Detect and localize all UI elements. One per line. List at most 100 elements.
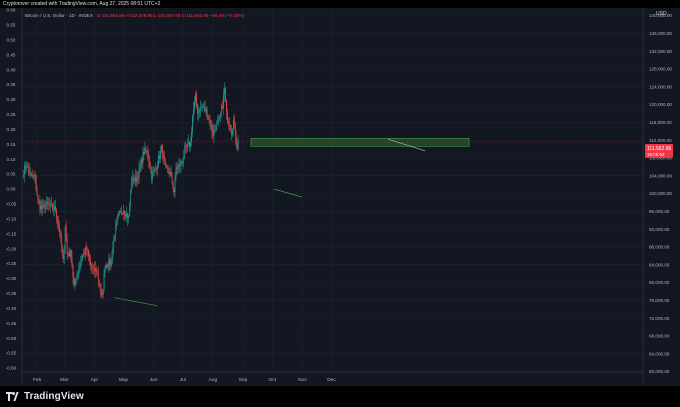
- candle-body: [130, 182, 132, 192]
- candle-body: [178, 163, 180, 166]
- left-tick-label: 0.05: [7, 172, 16, 177]
- chart-canvas[interactable]: 0.60 0.55 0.50 0.45 0.40 0.35 0.30 0.25 0.20 0.15…: [0, 8, 680, 386]
- candle-body: [91, 264, 92, 267]
- candle-body: [177, 165, 179, 170]
- candle-body: [88, 250, 89, 256]
- candle-body: [184, 147, 186, 157]
- left-tick-label: 0.35: [7, 82, 16, 87]
- candle-body: [116, 221, 118, 226]
- candle-body: [173, 188, 175, 193]
- candle-body: [180, 161, 182, 166]
- candle-body: [205, 109, 207, 112]
- left-tick-label: -0.20: [6, 246, 17, 251]
- candle-body: [65, 226, 67, 239]
- candle-body: [103, 273, 105, 291]
- candle-body: [154, 168, 155, 171]
- left-tick-label: 0.30: [7, 97, 16, 102]
- left-tick-label: -0.60: [6, 366, 17, 371]
- candle-body: [218, 118, 220, 121]
- left-tick-label: 0.50: [7, 37, 16, 42]
- candle-body: [94, 268, 96, 272]
- candle-body: [46, 201, 48, 205]
- time-tick-label: Dec: [327, 377, 336, 383]
- candle-body: [84, 253, 85, 255]
- candle-body: [189, 141, 190, 147]
- candle-body: [120, 210, 121, 212]
- candle-body: [110, 261, 112, 266]
- right-tick-label: 80,000.00: [649, 280, 670, 285]
- candle-body: [35, 175, 37, 189]
- candle-body: [127, 213, 128, 219]
- currency-label: USD: [656, 11, 667, 17]
- right-scale-panel[interactable]: [643, 8, 680, 383]
- candle-body: [132, 176, 134, 182]
- candle-body: [104, 268, 106, 274]
- candle-body: [97, 273, 99, 281]
- right-tick-label: 92,000.00: [649, 227, 670, 232]
- candle-body: [144, 148, 146, 154]
- chart-background: [0, 8, 680, 386]
- candle-body: [33, 175, 35, 177]
- time-tick-label: Feb: [33, 377, 42, 383]
- candle-body: [107, 266, 109, 268]
- candle-body: [162, 145, 163, 158]
- candle-body: [220, 113, 222, 117]
- candle-body: [125, 214, 126, 217]
- candle-body: [174, 177, 176, 193]
- left-scale-panel[interactable]: [0, 8, 22, 383]
- candle-body: [217, 120, 219, 123]
- candle-body: [195, 94, 196, 102]
- candle-body: [48, 204, 50, 205]
- left-axis: 0.60 0.55 0.50 0.45 0.40 0.35 0.30 0.25 0.20 0.15…: [6, 8, 17, 371]
- candle-body: [24, 165, 25, 176]
- right-tick-label: 112,000.00: [649, 138, 672, 143]
- drawings: [250, 138, 470, 147]
- candle-body: [30, 173, 32, 175]
- candle-body: [209, 119, 211, 126]
- candle-body: [64, 226, 66, 248]
- candle-body: [61, 246, 63, 253]
- tradingview-wordmark: TradingView: [24, 391, 84, 402]
- candle-body: [232, 119, 234, 130]
- left-tick-label: -0.05: [6, 202, 17, 207]
- left-tick-label: -0.45: [6, 321, 17, 326]
- candle-body: [82, 255, 84, 260]
- candle-body: [149, 161, 151, 167]
- candle-body: [83, 253, 85, 256]
- time-tick-label: Aug: [209, 377, 218, 383]
- left-tick-label: 0.25: [7, 112, 16, 117]
- time-tick-label: Jun: [150, 377, 158, 383]
- candle-body: [214, 129, 216, 131]
- candle-body: [141, 159, 143, 163]
- candle-body: [215, 129, 217, 131]
- candle-body: [41, 205, 43, 210]
- candle-body: [29, 173, 31, 175]
- candle-body: [101, 291, 103, 296]
- candle-body: [59, 232, 61, 236]
- candle-body: [28, 169, 30, 175]
- candle-body: [123, 211, 124, 215]
- candle-body: [207, 117, 209, 119]
- candle-body: [194, 101, 195, 110]
- candle-body: [47, 201, 49, 205]
- candle-body: [193, 109, 194, 116]
- candle-body: [226, 100, 227, 113]
- candle-body: [85, 247, 86, 255]
- candle-body: [74, 279, 76, 286]
- candle-body: [175, 168, 177, 178]
- candle-body: [128, 216, 129, 219]
- right-tick-label: 88,000.00: [649, 245, 670, 250]
- candle-body: [236, 144, 238, 150]
- candle-body: [186, 145, 188, 148]
- candle-body: [96, 271, 98, 274]
- candle-body: [112, 248, 114, 259]
- candle-body: [117, 217, 119, 222]
- time-tick-label: Mar: [60, 377, 69, 383]
- candle-body: [106, 265, 108, 267]
- candle-body: [45, 204, 47, 209]
- candle-body: [32, 175, 34, 177]
- candle-body: [119, 211, 120, 213]
- right-tick-label: 64,000.00: [649, 351, 670, 356]
- right-tick-label: 132,000.00: [649, 49, 672, 54]
- candle-body: [140, 159, 142, 166]
